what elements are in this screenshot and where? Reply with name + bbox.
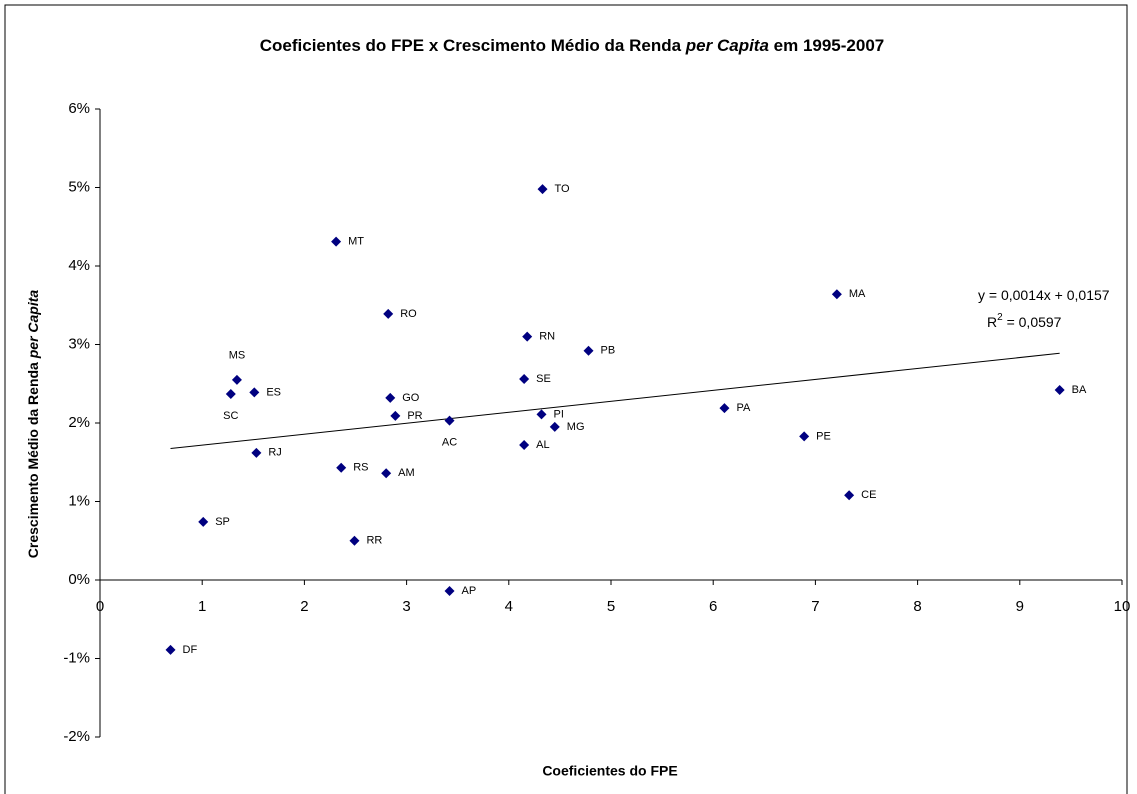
title-part: per Capita	[685, 36, 769, 55]
x-tick-label: 10	[1114, 598, 1131, 615]
x-axis-title: Coeficientes do FPE	[542, 763, 677, 779]
data-point	[519, 439, 530, 450]
r-exponent: 2	[997, 312, 1003, 323]
point-label: MT	[348, 236, 364, 248]
point-label: CE	[861, 489, 876, 501]
data-point	[444, 585, 455, 596]
data-point	[349, 535, 360, 546]
trendline	[170, 352, 1060, 450]
x-tick-label: 8	[913, 598, 921, 615]
point-label: MS	[229, 350, 246, 362]
point-label: SC	[223, 410, 238, 422]
x-tick-label: 4	[505, 598, 513, 615]
y-title-part: Crescimento Médio da Renda	[25, 358, 41, 558]
point-label: PI	[554, 408, 564, 420]
point-label: AM	[398, 467, 415, 479]
point-label: RN	[539, 331, 555, 343]
point-label: RO	[400, 308, 417, 320]
point-label: TO	[555, 183, 571, 195]
y-axis-title: Crescimento Médio da Renda per Capita	[25, 290, 41, 559]
point-label: ES	[266, 386, 281, 398]
data-point	[799, 431, 810, 442]
data-point	[383, 308, 394, 319]
r-symbol: R	[987, 314, 997, 330]
trend-equation-text: y = 0,0014x + 0,0157	[978, 287, 1110, 303]
data-point	[522, 331, 533, 342]
data-point	[390, 410, 401, 421]
data-point	[336, 462, 347, 473]
data-point	[519, 374, 530, 385]
r-value: = 0,0597	[1003, 314, 1062, 330]
data-point	[385, 392, 396, 403]
x-tick-label: 9	[1016, 598, 1024, 615]
y-tick-label: 4%	[68, 257, 90, 274]
x-tick-label: 6	[709, 598, 717, 615]
point-label: PE	[816, 430, 831, 442]
point-label: RR	[366, 535, 382, 547]
x-tick-label: 5	[607, 598, 615, 615]
point-label: PA	[736, 402, 751, 414]
point-label: RJ	[268, 447, 281, 459]
point-label: MA	[849, 288, 866, 300]
data-point	[844, 490, 855, 501]
y-title-part: per Capita	[25, 290, 41, 360]
title-part: em 1995-2007	[769, 36, 884, 55]
y-tick-label: 3%	[68, 335, 90, 352]
x-tick-label: 2	[300, 598, 308, 615]
point-label: MG	[567, 421, 585, 433]
data-point	[231, 374, 242, 385]
data-point	[537, 184, 548, 195]
y-tick-label: -1%	[63, 649, 90, 666]
data-point	[381, 468, 392, 479]
title-part: Coeficientes do FPE x Crescimento Médio …	[260, 36, 686, 55]
chart-frame	[4, 4, 1128, 794]
y-tick-label: 2%	[68, 414, 90, 431]
x-tick-label: 1	[198, 598, 206, 615]
point-label: PB	[601, 345, 616, 357]
data-point	[331, 236, 342, 247]
x-tick-label: 7	[811, 598, 819, 615]
y-tick-label: 5%	[68, 178, 90, 195]
y-tick-label: 0%	[68, 571, 90, 588]
data-point	[549, 421, 560, 432]
point-label: AP	[462, 585, 477, 597]
trend-equation: y = 0,0014x + 0,0157	[978, 287, 1110, 303]
data-point	[225, 388, 236, 399]
point-label: AC	[442, 437, 457, 449]
data-point	[198, 516, 209, 527]
chart-title: Coeficientes do FPE x Crescimento Médio …	[260, 36, 885, 55]
data-point	[251, 447, 262, 458]
data-point	[249, 387, 260, 398]
point-label: RS	[353, 462, 368, 474]
r-squared: R2 = 0,0597	[987, 312, 1062, 330]
point-label: PR	[407, 410, 422, 422]
data-point	[536, 409, 547, 420]
data-point	[165, 644, 176, 655]
data-point	[831, 289, 842, 300]
data-point	[719, 403, 730, 414]
y-tick-label: 1%	[68, 492, 90, 509]
x-tick-label: 0	[96, 598, 104, 615]
point-label: SE	[536, 373, 551, 385]
x-tick-label: 3	[402, 598, 410, 615]
point-label: BA	[1072, 384, 1087, 396]
data-point	[1054, 385, 1065, 396]
point-label: GO	[402, 392, 420, 404]
y-tick-label: 6%	[68, 100, 90, 117]
y-tick-label: -2%	[63, 728, 90, 745]
data-point	[583, 345, 594, 356]
point-label: SP	[215, 516, 230, 528]
data-point	[444, 415, 455, 426]
point-label: DF	[183, 644, 198, 656]
point-label: AL	[536, 439, 549, 451]
